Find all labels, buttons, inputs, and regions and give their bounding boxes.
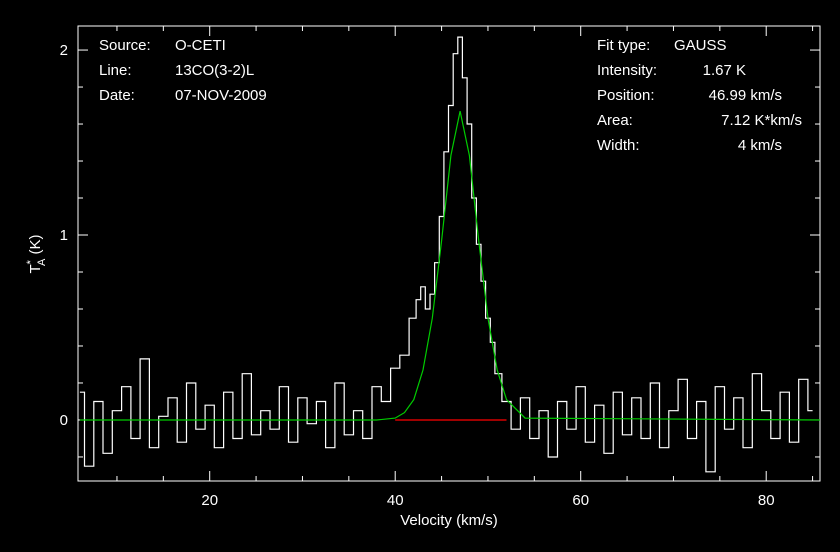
fit-info-block: Fit type: GAUSS Intensity: 1.67 K Positi… [597,37,802,154]
source-info-block: Source: O-CETI Line: 13CO(3-2)L Date: 07… [99,37,267,104]
position-label: Position: [597,87,655,104]
date-label: Date: [99,87,135,104]
y-axis-title: T*A (K) [25,235,48,274]
x-tick-label: 60 [572,492,589,509]
position-value: 46.99 km/s [709,87,782,104]
intensity-value: 1.67 K [703,62,746,79]
width-value: 4 km/s [738,137,782,154]
intensity-label: Intensity: [597,62,657,79]
data-series [79,36,821,473]
x-tick-label: 20 [201,492,218,509]
source-value: O-CETI [175,37,226,54]
y-tick-label: 1 [60,227,68,244]
x-tick-label: 40 [387,492,404,509]
plot-frame [77,25,821,482]
fit-series-line [79,110,821,421]
line-value: 13CO(3-2)L [175,62,254,79]
y-tick-label: 2 [60,42,68,59]
axis-ticks: 20 40 60 80 0 1 2 [60,26,820,509]
area-label: Area: [597,112,633,129]
width-label: Width: [597,137,640,154]
observed-series-line [79,36,813,473]
fit-type-label: Fit type: [597,37,650,54]
area-value: 7.12 K*km/s [721,112,802,129]
line-label: Line: [99,62,132,79]
x-tick-label: 80 [758,492,775,509]
date-value: 07-NOV-2009 [175,87,267,104]
y-tick-label: 0 [60,412,68,429]
source-label: Source: [99,37,151,54]
fit-type-value: GAUSS [674,37,727,54]
x-axis-title: Velocity (km/s) [400,512,498,529]
